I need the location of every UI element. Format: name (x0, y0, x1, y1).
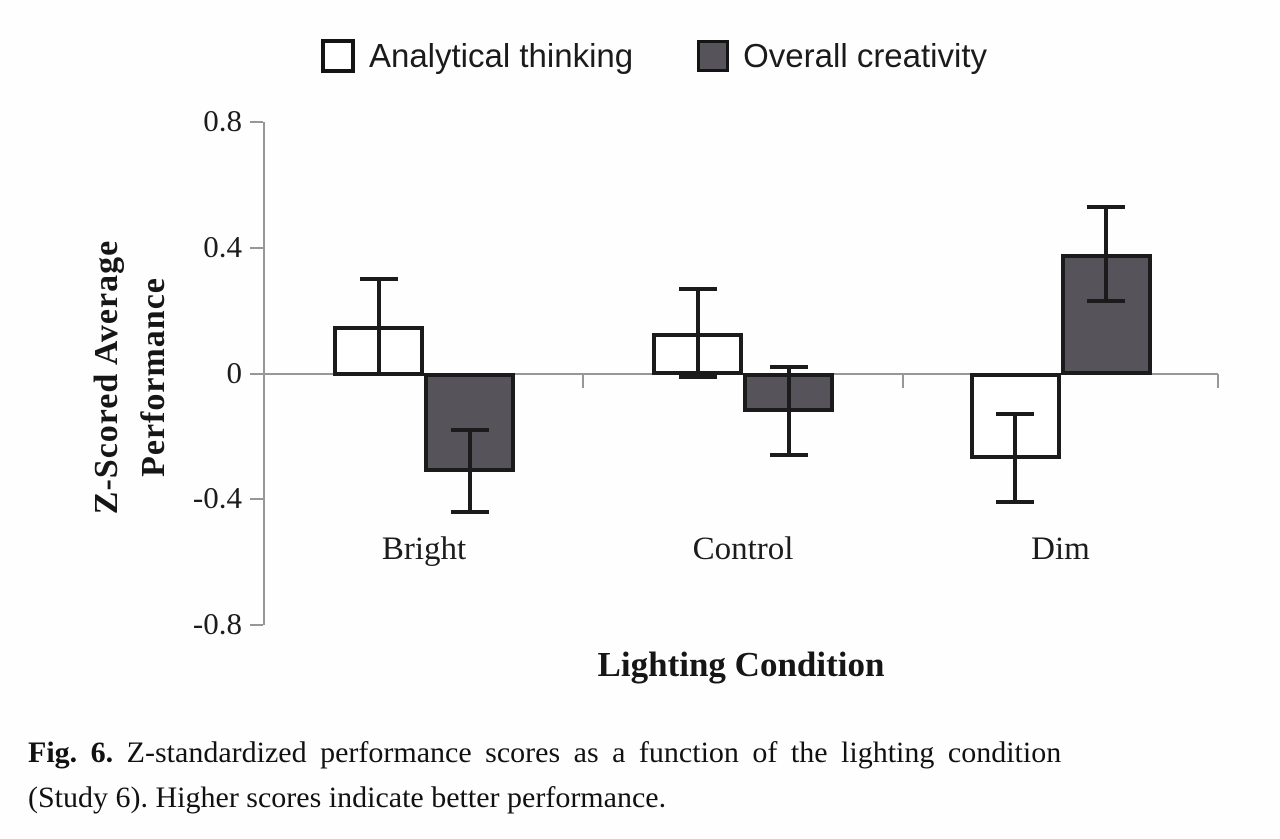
legend-label-analytical: Analytical thinking (368, 37, 634, 74)
legend-item-creativity: Overall creativity (697, 37, 987, 75)
error-bar-cap-bottom-dim (996, 500, 1034, 505)
error-bar-cap-bottom-control (678, 374, 717, 379)
x-axis-separator-tick (1217, 373, 1219, 388)
error-bar-line-dim (1104, 206, 1108, 302)
caption-line-2: (Study 6). Higher scores indicate better… (28, 781, 667, 814)
y-tick-label: 0 (226, 354, 243, 390)
y-tick-label: 0.4 (203, 228, 242, 264)
error-bar-line-dim (1013, 414, 1017, 503)
error-bar-line-bright (376, 279, 381, 374)
y-axis-tick (250, 498, 263, 501)
y-axis-title: Z-Scored Average Performance (83, 117, 179, 637)
error-bar-cap-bottom-control (769, 453, 808, 458)
y-axis-line (263, 122, 265, 625)
y-axis-tick (250, 372, 263, 375)
error-bar-cap-bottom-dim (1087, 299, 1125, 304)
x-category-label: Control (692, 531, 794, 567)
legend-item-analytical: Analytical thinking (320, 37, 634, 75)
legend-swatch-dark-icon (697, 40, 730, 72)
x-axis-title: Lighting Condition (597, 645, 885, 684)
y-axis-tick (250, 246, 263, 249)
caption-line-1: Fig. 6. Z-standardized performance score… (28, 730, 1256, 775)
y-tick-label: -0.8 (192, 606, 242, 641)
x-axis-separator-tick (902, 373, 904, 388)
error-bar-cap-top-dim (1087, 204, 1125, 209)
error-bar-cap-top-dim (996, 412, 1034, 417)
error-bar-cap-bottom-bright (359, 371, 398, 376)
error-bar-cap-top-control (769, 365, 808, 370)
error-bar-cap-top-bright (450, 428, 489, 433)
caption-line-1-text: Z-standardized performance scores as a f… (126, 736, 1062, 769)
x-category-label: Dim (1031, 531, 1090, 567)
y-tick-label: -0.4 (192, 480, 242, 516)
error-bar-cap-top-control (678, 286, 717, 291)
caption-figure-label: Fig. 6. (28, 736, 114, 769)
error-bar-cap-top-bright (359, 277, 398, 282)
y-tick-label: 0.8 (203, 103, 242, 138)
error-bar-line-control (695, 288, 700, 377)
y-axis-title-line2: Performance (135, 277, 172, 477)
error-bar-cap-bottom-bright (450, 509, 489, 514)
legend-label-creativity: Overall creativity (743, 37, 988, 74)
y-axis-title-line1: Z-Scored Average (88, 239, 125, 515)
y-axis-tick (250, 121, 263, 123)
x-category-label: Bright (381, 531, 467, 567)
legend-swatch-white-icon (320, 39, 355, 73)
error-bar-line-bright (467, 430, 472, 512)
figure-caption: Fig. 6. Z-standardized performance score… (28, 730, 1256, 820)
error-bar-line-control (786, 367, 791, 456)
y-axis-tick (250, 624, 263, 626)
x-axis-separator-tick (582, 373, 584, 388)
chart-legend: Analytical thinking Overall creativity (14, 37, 1280, 75)
